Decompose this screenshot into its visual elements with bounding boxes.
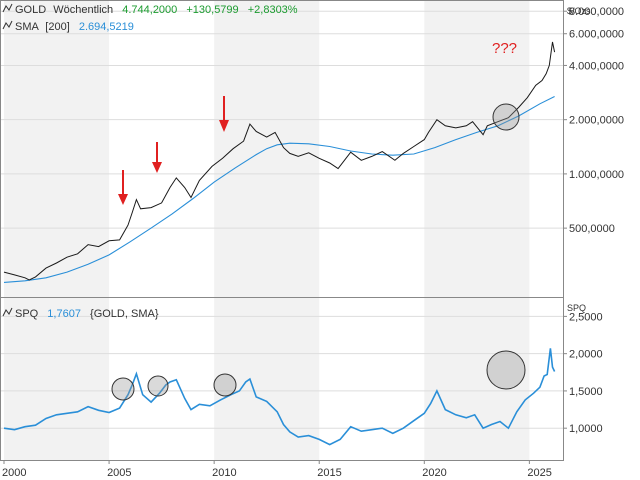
price-tick-label-1: 1.000,0000 xyxy=(569,169,624,181)
red-arrow-2 xyxy=(152,142,162,173)
time-axis: 2000 2005 2010 2015 2020 2025 xyxy=(2,460,552,479)
legend-sma-label: SMA xyxy=(15,21,40,33)
price-axis: 500,0000 1.000,0000 2.000,0000 4.000,0000 6.… xyxy=(563,6,624,235)
highlight-circle-sma-end xyxy=(492,103,520,131)
gridlines xyxy=(1,10,563,429)
sma-line-icon xyxy=(2,20,13,30)
spq-tick-label-3: 2,5000 xyxy=(569,311,603,323)
band-bot-2000 xyxy=(4,298,110,460)
red-arrow-3 xyxy=(219,96,229,132)
spq-tick-label-0: 1,0000 xyxy=(569,423,603,435)
gold-price-series-line xyxy=(3,41,556,281)
highlight-circle-spq-2006 xyxy=(111,377,135,401)
time-tick-label-0: 2000 xyxy=(2,467,26,479)
band-bot-2010 xyxy=(214,298,320,460)
sma-series-line xyxy=(3,96,555,283)
price-tick-label-5: 8.000,0000 xyxy=(569,6,624,18)
legend-spq-value: 1,7607 xyxy=(47,308,81,320)
legend-line-spq: SPQ 1,7607 {GOLD, SMA} xyxy=(15,308,159,320)
spq-unit-label: SPQ xyxy=(567,303,586,313)
line-series-icon xyxy=(2,3,13,13)
price-tick-label-3: 4.000,0000 xyxy=(569,60,624,72)
spq-line-icon xyxy=(2,307,13,317)
time-tick-label-1: 2005 xyxy=(107,467,131,479)
highlight-circle-spq-2011 xyxy=(213,373,237,397)
price-tick-label-2: 2.000,0000 xyxy=(569,115,624,127)
time-tick-label-4: 2020 xyxy=(422,467,446,479)
legend-sma-period: [200] xyxy=(45,21,69,33)
band-top-2000 xyxy=(4,1,110,297)
legend-interval: Wöchentlich xyxy=(53,4,113,16)
legend-line-1: GOLD Wöchentlich 4.744,2000 +130,5799 +2… xyxy=(15,4,298,16)
spq-tick-label-1: 1,5000 xyxy=(569,386,603,398)
time-tick-label-5: 2025 xyxy=(527,467,551,479)
spq-legend: SPQ 1,7607 {GOLD, SMA} xyxy=(2,307,159,320)
time-tick-label-3: 2015 xyxy=(317,467,341,479)
highlight-circle-spq-2008 xyxy=(147,375,169,397)
legend-sma-value: 2.694,5219 xyxy=(79,21,134,33)
band-bot-2020 xyxy=(424,298,530,460)
annotations: ??? xyxy=(111,40,526,401)
legend-line-2: SMA [200] 2.694,5219 xyxy=(15,21,134,33)
band-top-2020 xyxy=(424,1,530,297)
spq-panel-frame xyxy=(0,297,564,461)
legend-change: +130,5799 xyxy=(186,4,238,16)
time-tick-label-2: 2010 xyxy=(212,467,236,479)
legend-spq-params: {GOLD, SMA} xyxy=(90,308,159,320)
legend-change-pct: +2,8303% xyxy=(248,4,298,16)
red-arrow-1 xyxy=(118,170,128,205)
legend-last-price: 4.744,2000 xyxy=(122,4,177,16)
question-marks: ??? xyxy=(492,40,517,57)
price-unit-label: $/Ozs xyxy=(567,6,591,16)
spq-series-line xyxy=(3,348,556,446)
spq-tick-label-2: 2,0000 xyxy=(569,349,603,361)
year-bands xyxy=(4,1,530,460)
main-legend: GOLD Wöchentlich 4.744,2000 +130,5799 +2… xyxy=(2,3,298,33)
spq-axis: 1,0000 1,5000 2,0000 2,5000 xyxy=(563,311,603,435)
price-tick-label-4: 6.000,0000 xyxy=(569,29,624,41)
price-tick-label-0: 500,0000 xyxy=(569,223,615,235)
highlight-circle-spq-2025 xyxy=(486,350,526,390)
legend-spq-label: SPQ xyxy=(15,308,39,320)
legend-symbol: GOLD xyxy=(15,4,46,16)
